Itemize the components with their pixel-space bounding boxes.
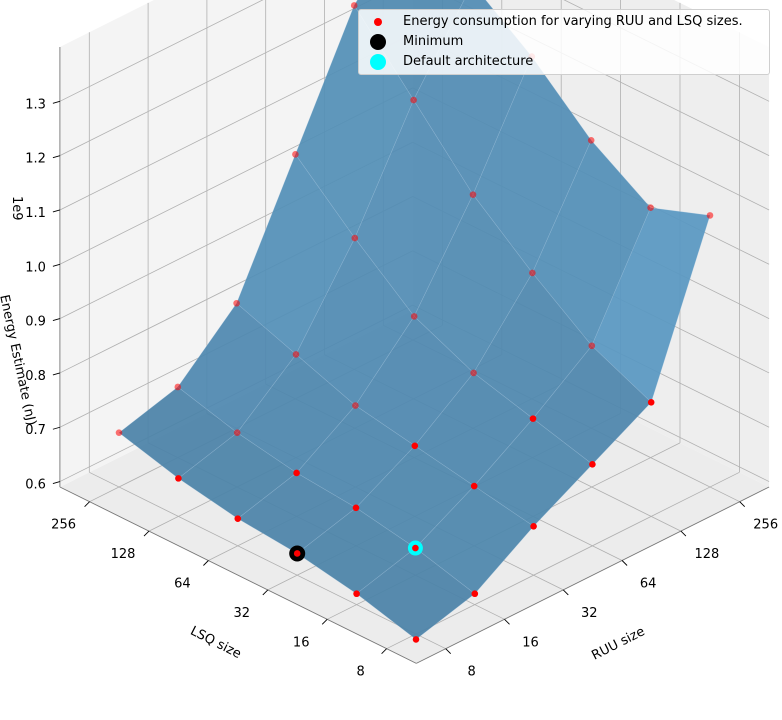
legend: Energy consumption for varying RUU and L…	[358, 9, 770, 75]
data-point	[174, 383, 182, 391]
data-point	[588, 342, 596, 350]
z-tick-label: 0.6	[25, 478, 46, 493]
x-axis-label: RUU size	[589, 624, 647, 663]
y-tick-label: 16	[293, 635, 310, 650]
data-points	[115, 2, 714, 643]
x-tick-label: 16	[522, 635, 539, 650]
legend-marker-default	[370, 54, 386, 70]
legend-marker-minimum	[370, 34, 386, 50]
data-point	[410, 96, 417, 104]
z-tick-label: 0.8	[25, 369, 46, 384]
legend-label-default: Default architecture	[403, 54, 534, 69]
data-point	[706, 212, 714, 219]
z-scale-label: 1e9	[9, 196, 24, 221]
x-tick-mark	[621, 560, 628, 566]
data-point	[410, 313, 418, 320]
x-tick-label: 8	[468, 665, 476, 680]
z-tick-mark	[52, 481, 61, 485]
data-point	[293, 469, 300, 477]
z-tick-mark	[52, 100, 61, 104]
data-point	[529, 415, 537, 422]
data-point	[234, 515, 242, 522]
z-tick-mark	[52, 209, 61, 213]
x-axis-line	[416, 486, 770, 664]
y-tick-mark	[203, 560, 209, 566]
z-tick-label: 0.9	[25, 315, 46, 330]
x-tick-mark	[504, 618, 510, 625]
data-point	[589, 461, 596, 468]
y-tick-mark	[262, 589, 269, 596]
legend-label-energy: Energy consumption for varying RUU and L…	[403, 14, 743, 29]
x-tick-label: 32	[581, 606, 598, 621]
y-tick-label: 32	[234, 606, 251, 621]
data-point	[529, 269, 536, 277]
legend-label-minimum: Minimum	[403, 34, 464, 49]
data-point	[353, 590, 360, 598]
default-point	[412, 544, 419, 552]
z-tick-label: 1.1	[25, 206, 46, 221]
data-point	[647, 204, 654, 212]
data-point	[233, 299, 240, 307]
floor-gridline	[386, 471, 740, 650]
data-point	[175, 475, 182, 482]
y-tick-label: 128	[111, 547, 136, 562]
data-point	[352, 504, 360, 512]
x-tick-mark	[562, 589, 569, 596]
z-axis-label: Energy Estimate (nJ)	[0, 293, 39, 427]
floor-gridline	[89, 471, 446, 650]
x-tick-mark	[445, 648, 452, 655]
data-point	[352, 402, 359, 409]
y-tick-mark	[321, 618, 328, 625]
z-tick-label: 0.7	[25, 423, 46, 438]
data-point	[115, 429, 123, 436]
y-tick-label: 256	[51, 518, 76, 533]
y-tick-label: 8	[356, 665, 364, 680]
data-point	[292, 151, 299, 158]
axis-ticks: 8 16 32 64 128 256 8 16 32 64 128 256 0.6 0.7 0.8 0.9 1.…	[25, 97, 778, 679]
z-tick-mark	[52, 318, 61, 322]
z-tick-mark	[52, 155, 61, 159]
data-point	[470, 369, 477, 377]
z-tick-mark	[52, 426, 61, 430]
data-point	[647, 399, 655, 406]
z-tick-mark	[52, 263, 61, 267]
z-tick-label: 1.3	[25, 97, 46, 112]
x-tick-mark	[680, 530, 687, 537]
x-tick-label: 256	[753, 518, 778, 533]
x-tick-mark	[739, 501, 746, 508]
minimum-point	[293, 550, 301, 557]
y-tick-mark	[84, 501, 90, 508]
data-point	[412, 636, 420, 643]
legend-marker-energy	[374, 18, 382, 26]
z-tick-mark	[52, 372, 61, 376]
data-point	[471, 590, 479, 598]
data-point	[587, 136, 595, 144]
x-tick-label: 64	[640, 577, 657, 592]
data-point	[350, 2, 358, 9]
data-point	[292, 351, 300, 358]
x-tick-label: 128	[694, 547, 719, 562]
data-point	[351, 234, 359, 242]
y-tick-label: 64	[174, 577, 191, 592]
y-tick-mark	[381, 648, 387, 655]
data-point	[233, 429, 241, 436]
data-point	[469, 191, 477, 198]
z-tick-label: 1.2	[25, 152, 46, 167]
y-axis-label: LSQ size	[188, 624, 244, 662]
data-point	[411, 442, 419, 450]
y-tick-mark	[143, 530, 150, 537]
data-point	[470, 482, 478, 490]
data-point	[530, 523, 537, 530]
z-tick-label: 1.0	[25, 260, 46, 275]
z-gridline	[59, 0, 264, 102]
y-axis-line	[59, 486, 417, 664]
